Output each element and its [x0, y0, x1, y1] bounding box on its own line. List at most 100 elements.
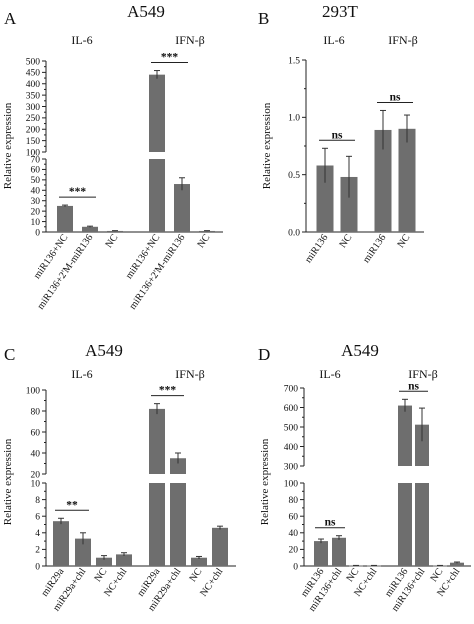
bar-c-4 — [149, 408, 165, 566]
significance-label-b-1: ns — [390, 91, 401, 103]
bar-d-3 — [367, 565, 381, 567]
y-tick-label-c: 100 — [26, 386, 41, 396]
bar-b-0 — [316, 165, 334, 232]
category-label-c-6: NC — [187, 566, 204, 584]
y-tick-label-d: 300 — [284, 462, 299, 472]
bar-a-5 — [199, 230, 215, 232]
panel-a-group-il6: IL-6 — [71, 33, 92, 47]
category-label-c-2: NC — [92, 566, 109, 584]
y-tick-label-c: 8 — [35, 496, 40, 506]
panel-a: A A549 IL-6 IFN-β Relative expression — [2, 2, 205, 189]
bar-c-2 — [96, 557, 112, 566]
bar-break-c-4 — [148, 474, 166, 483]
y-tick-label-d: 400 — [284, 443, 299, 453]
y-tick-label-a: 500 — [26, 57, 41, 67]
bar-b-2 — [374, 129, 392, 232]
bar-c-3 — [116, 554, 132, 566]
significance-label-d-0: ns — [325, 517, 336, 529]
panel-b-group-il6: IL-6 — [323, 33, 344, 47]
category-label-a-2: NC — [103, 232, 120, 250]
panel-a-letter: A — [4, 9, 17, 28]
y-tick-label-c: 2 — [35, 546, 40, 556]
panel-c: C A549 IL-6 IFN-β Relative expression — [2, 341, 205, 525]
bar-c-5 — [170, 458, 186, 566]
panel-c-title: A549 — [85, 341, 123, 360]
y-tick-label-b: 1.5 — [288, 56, 300, 66]
y-tick-label-c: 10 — [31, 479, 41, 489]
bar-break-a-3 — [148, 152, 166, 159]
y-tick-label-d: 40 — [289, 529, 299, 539]
bar-d-5 — [415, 424, 429, 566]
y-tick-label-d: 500 — [284, 423, 299, 433]
significance-label-c-0: ** — [66, 499, 78, 511]
chart-d: 020406080100300400500600700miR136miR136+… — [284, 380, 471, 614]
bar-a-0 — [57, 205, 73, 232]
y-tick-label-c: 20 — [31, 470, 41, 480]
y-tick-label-d: 20 — [289, 546, 299, 556]
panel-b-ylabel: Relative expression — [261, 102, 273, 189]
panel-b-letter: B — [258, 9, 269, 28]
y-tick-label-d: 100 — [284, 479, 299, 489]
y-tick-label-d: 700 — [284, 384, 299, 394]
bar-break-d-5 — [414, 466, 430, 483]
bar-a-1 — [82, 226, 98, 232]
y-tick-label-b: 1.0 — [288, 114, 300, 124]
y-tick-label-b: 0.0 — [288, 228, 300, 238]
bar-d-6 — [433, 565, 447, 567]
y-tick-label-d: 0 — [293, 562, 298, 572]
category-label-b-0: miR136 — [303, 232, 330, 265]
panel-d-title: A549 — [341, 341, 379, 360]
y-tick-label-a: 50 — [31, 176, 41, 186]
y-tick-label-c: 80 — [31, 407, 41, 417]
bar-b-1 — [340, 176, 358, 232]
panel-d: D A549 IL-6 IFN-β Relative expression — [258, 341, 438, 525]
y-tick-label-a: 250 — [26, 114, 41, 124]
panel-b-title: 293T — [322, 2, 359, 21]
bar-d-1 — [332, 537, 346, 566]
panel-b-group-ifnb: IFN-β — [388, 33, 417, 47]
bar-break-d-4 — [397, 466, 413, 483]
panel-a-group-ifnb: IFN-β — [175, 33, 204, 47]
significance-label-d-1: ns — [408, 380, 419, 392]
y-tick-label-d: 600 — [284, 404, 299, 414]
bar-break-c-5 — [169, 474, 187, 483]
plot-area: 0102030405060701001502002503003504004505… — [26, 52, 471, 614]
category-label-b-2: miR136 — [361, 232, 388, 265]
y-tick-label-a: 60 — [31, 166, 41, 176]
y-tick-label-c: 0 — [35, 562, 40, 572]
panel-c-group-ifnb: IFN-β — [175, 367, 204, 381]
significance-label-c-1: *** — [159, 385, 177, 397]
y-tick-label-d: 60 — [289, 513, 299, 523]
bar-d-7 — [450, 562, 464, 566]
bar-c-1 — [75, 538, 91, 566]
panel-d-letter: D — [258, 345, 270, 364]
bar-c-7 — [212, 527, 228, 566]
category-label-b-3: NC — [395, 232, 412, 250]
chart-b: 0.0 0.5 1.0 1.5 miR136 NC miR136 NC ns ns — [288, 56, 424, 265]
bar-d-4 — [398, 405, 412, 566]
bar-c-0 — [53, 521, 69, 566]
bar-c-6 — [191, 557, 207, 566]
y-tick-label-a: 100 — [26, 148, 41, 158]
bar-a-2 — [107, 230, 123, 232]
panel-c-group-il6: IL-6 — [71, 367, 92, 381]
y-tick-label-a: 400 — [26, 80, 41, 90]
bar-a-4 — [174, 184, 190, 232]
y-tick-label-c: 6 — [35, 513, 40, 523]
panel-a-title: A549 — [127, 2, 165, 21]
y-tick-label-a: 30 — [31, 197, 41, 207]
y-tick-label-a: 40 — [31, 187, 41, 197]
y-tick-label-a: 70 — [31, 155, 41, 165]
y-tick-label-a: 450 — [26, 69, 41, 79]
bar-d-0 — [314, 541, 328, 566]
y-tick-label-a: 300 — [26, 103, 41, 113]
category-label-b-1: NC — [337, 232, 354, 250]
y-tick-label-c: 4 — [35, 529, 40, 539]
category-label-a-5: NC — [195, 232, 212, 250]
significance-label-b-0: ns — [332, 129, 343, 141]
y-tick-label-a: 10 — [31, 218, 41, 228]
bar-b-3 — [398, 128, 416, 232]
panel-d-group-il6: IL-6 — [319, 367, 340, 381]
